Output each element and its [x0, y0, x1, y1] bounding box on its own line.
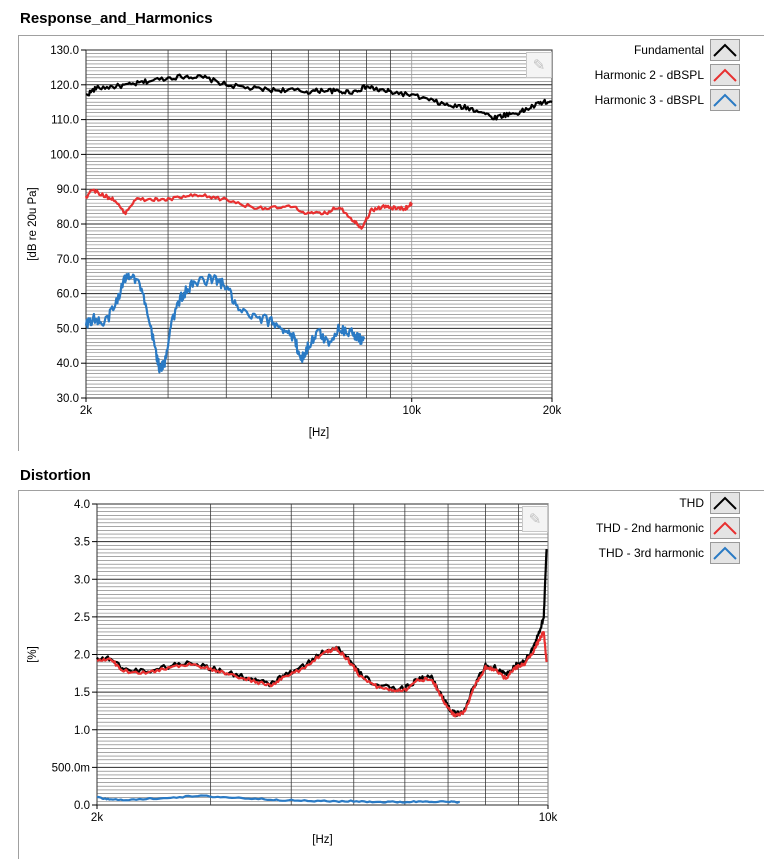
y-tick-label: 100.0 — [50, 149, 79, 161]
y-tick-label: 40.0 — [57, 358, 79, 370]
legend-swatch-icon — [710, 542, 740, 564]
y-tick-label: 1.5 — [74, 687, 90, 699]
y-axis-title: [%] — [27, 646, 39, 663]
legend-item-thd[interactable]: THD — [560, 491, 740, 515]
legend-label: Harmonic 3 - dBSPL — [594, 93, 704, 107]
chart-frame-response — [18, 35, 764, 451]
y-tick-label: 70.0 — [57, 254, 79, 266]
x-tick-label: 10k — [539, 812, 558, 824]
y-tick-label: 0.0 — [74, 800, 90, 812]
y-tick-label: 30.0 — [57, 393, 79, 405]
y-tick-label: 130.0 — [50, 45, 79, 57]
series-line-3 — [96, 794, 460, 804]
x-axis-title: [Hz] — [312, 834, 332, 846]
y-tick-label: 90.0 — [57, 184, 79, 196]
legend-item-thd-3rd[interactable]: THD - 3rd harmonic — [560, 541, 740, 565]
plot-watermark-icon: ✎ — [522, 506, 548, 532]
y-tick-label: 120.0 — [50, 80, 79, 92]
y-tick-label: 3.5 — [74, 537, 90, 549]
y-tick-label: 110.0 — [51, 115, 79, 127]
y-tick-label: 50.0 — [57, 323, 79, 335]
series-line-2 — [96, 631, 548, 718]
x-tick-label: 2k — [91, 812, 103, 824]
chart-title-distortion: Distortion — [20, 467, 91, 484]
series-line-2 — [84, 188, 413, 230]
legend-item-fundamental[interactable]: Fundamental — [560, 38, 740, 62]
legend-label: Fundamental — [633, 43, 704, 57]
y-axis-title: [dB re 20u Pa] — [27, 187, 39, 261]
y-tick-label: 80.0 — [57, 219, 79, 231]
legend-label: THD - 2nd harmonic — [595, 521, 704, 535]
legend-label: THD — [679, 496, 704, 510]
y-tick-label: 1.0 — [74, 725, 90, 737]
series-line-3 — [84, 272, 366, 374]
y-tick-label: 3.0 — [74, 574, 90, 586]
legend-swatch-icon — [710, 89, 740, 111]
legend-label: Harmonic 2 - dBSPL — [594, 68, 704, 82]
y-tick-label: 2.5 — [74, 612, 90, 624]
legend-swatch-icon — [710, 64, 740, 86]
chart-frame-distortion — [18, 490, 764, 859]
legend-item-harmonic3[interactable]: Harmonic 3 - dBSPL — [560, 88, 740, 112]
series-line-1 — [85, 73, 553, 121]
legend-label: THD - 3rd harmonic — [598, 546, 704, 560]
y-tick-label: 4.0 — [74, 499, 90, 511]
chart-title-response: Response_and_Harmonics — [20, 10, 213, 27]
legend-item-thd-2nd[interactable]: THD - 2nd harmonic — [560, 516, 740, 540]
x-tick-label: 20k — [543, 405, 562, 417]
legend-swatch-icon — [710, 517, 740, 539]
legend-swatch-icon — [710, 492, 740, 514]
legend-item-harmonic2[interactable]: Harmonic 2 - dBSPL — [560, 63, 740, 87]
y-tick-label: 500.0m — [52, 762, 90, 774]
x-tick-label: 2k — [80, 405, 92, 417]
x-tick-label: 10k — [402, 405, 421, 417]
y-tick-label: 60.0 — [57, 289, 79, 301]
plot-watermark-icon: ✎ — [526, 52, 552, 78]
x-axis-title: [Hz] — [309, 427, 329, 439]
y-tick-label: 2.0 — [74, 650, 90, 662]
legend-swatch-icon — [710, 39, 740, 61]
